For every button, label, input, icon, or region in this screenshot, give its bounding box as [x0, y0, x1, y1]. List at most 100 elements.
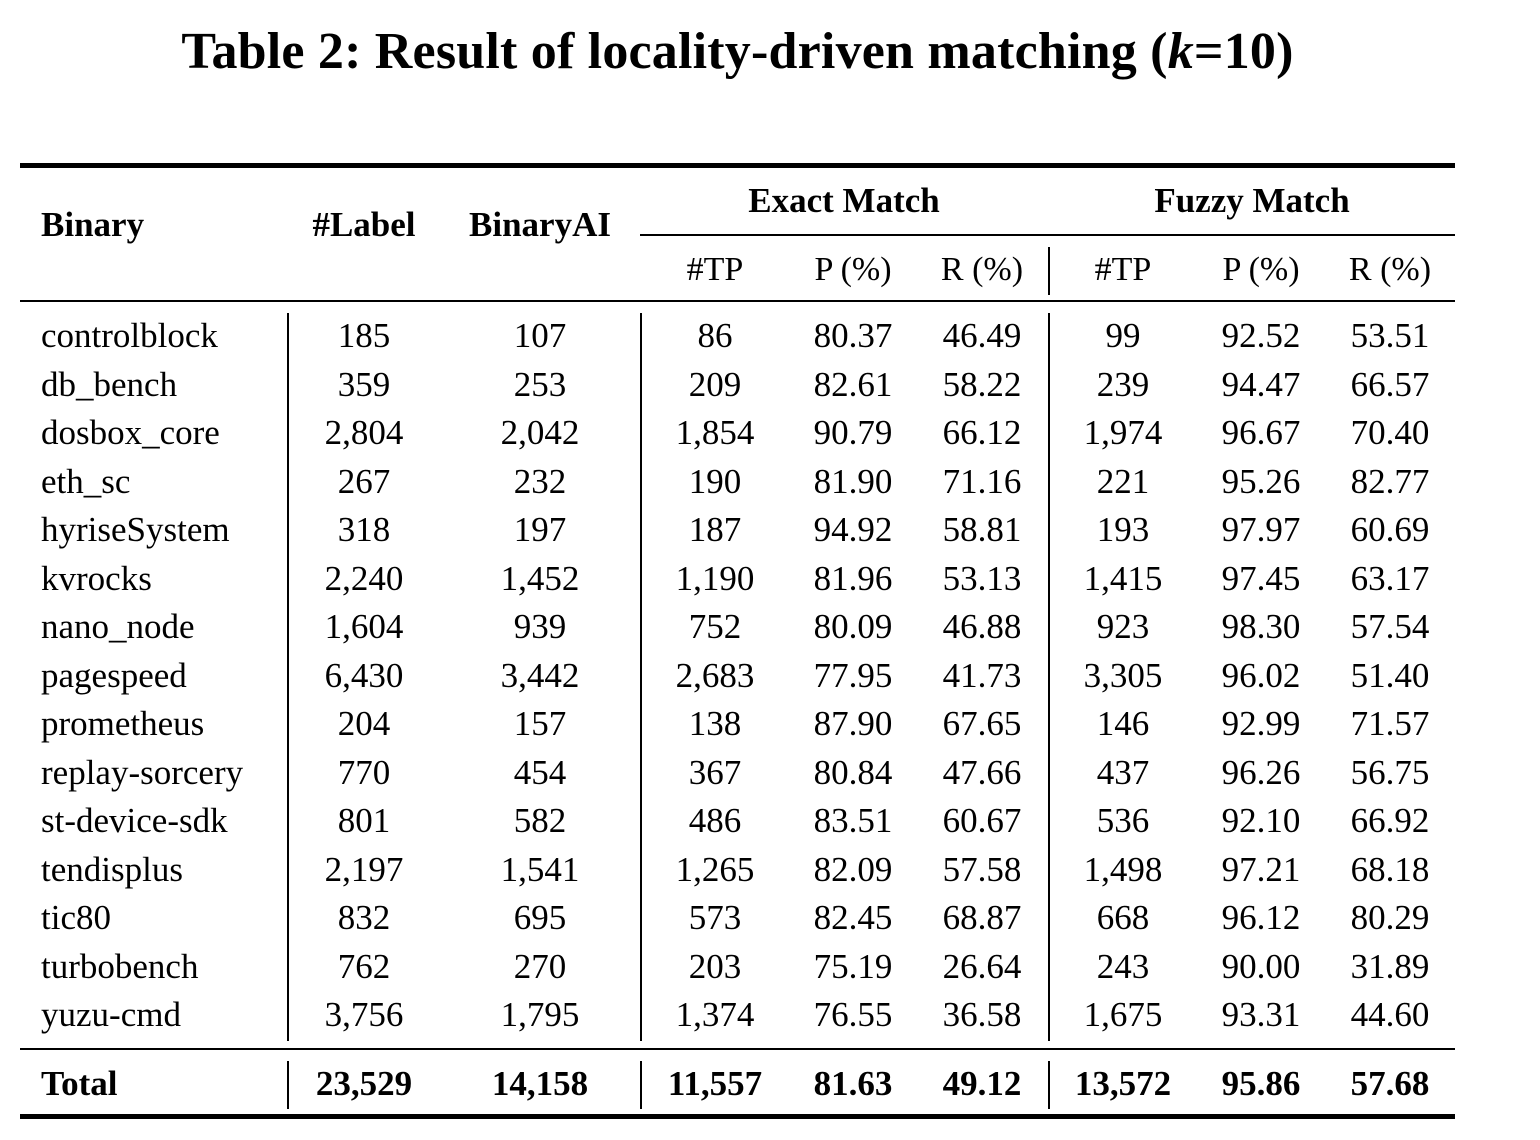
header-fuzzy-match: Fuzzy Match [1154, 181, 1350, 220]
cell-fuzzy-r: 53.51 [1350, 316, 1430, 355]
cell-binaryai: 695 [513, 898, 567, 937]
header-label: #Label [312, 205, 416, 244]
cell-binary: yuzu-cmd [41, 995, 181, 1034]
cell-exact-r: 58.81 [942, 510, 1022, 549]
total-fuzzy-p: 95.86 [1221, 1064, 1301, 1103]
cell-fuzzy-r: 56.75 [1350, 752, 1430, 792]
cell-exact-r: 46.88 [942, 607, 1022, 646]
cell-exact-r: 46.49 [942, 316, 1022, 355]
cell-binary: pagespeed [41, 655, 187, 695]
cell-fuzzy-p: 97.21 [1221, 849, 1301, 889]
cell-exact-r: 57.58 [942, 849, 1022, 889]
cell-fuzzy-tp: 146 [1096, 704, 1150, 743]
cell-label: 762 [337, 946, 391, 986]
cell-binary: nano_node [41, 607, 195, 646]
cell-exact-tp: 1,854 [675, 413, 755, 452]
cell-label: 204 [337, 704, 391, 743]
caption-suffix: =10) [1193, 23, 1294, 80]
cell-fuzzy-p: 96.12 [1221, 898, 1301, 937]
cell-fuzzy-tp: 193 [1096, 510, 1150, 549]
cell-exact-tp: 86 [697, 316, 733, 355]
cell-exact-r: 66.12 [942, 413, 1022, 452]
cell-binaryai: 107 [513, 316, 567, 355]
cell-binary: tendisplus [41, 849, 183, 889]
cell-binary: prometheus [41, 704, 205, 743]
cell-exact-tp: 367 [688, 752, 742, 792]
cell-exact-p: 75.19 [813, 946, 893, 986]
cell-exact-p: 82.09 [813, 849, 893, 889]
cell-fuzzy-p: 92.52 [1221, 316, 1301, 355]
total-vline-3 [1048, 1061, 1050, 1109]
cell-exact-p: 82.45 [813, 898, 893, 937]
cell-exact-tp: 209 [688, 364, 742, 404]
cell-exact-tp: 1,265 [675, 849, 755, 889]
total-fuzzy-tp: 13,572 [1074, 1064, 1172, 1103]
header-rule [20, 300, 1455, 302]
cell-exact-r: 60.67 [942, 801, 1022, 840]
cell-fuzzy-tp: 923 [1096, 607, 1150, 646]
cell-fuzzy-r: 31.89 [1350, 946, 1430, 986]
cell-fuzzy-r: 80.29 [1350, 898, 1430, 937]
total-vline-1 [287, 1061, 289, 1109]
cell-binary: turbobench [41, 946, 199, 986]
cell-exact-p: 90.79 [813, 413, 893, 452]
cell-fuzzy-tp: 1,675 [1083, 995, 1163, 1034]
cell-exact-tp: 1,190 [675, 558, 755, 598]
cell-exact-r: 26.64 [942, 946, 1022, 986]
cell-label: 832 [337, 898, 391, 937]
cell-exact-tp: 486 [688, 801, 742, 840]
cell-exact-tp: 1,374 [675, 995, 755, 1034]
cell-binaryai: 1,452 [500, 558, 580, 598]
cell-binaryai: 582 [513, 801, 567, 840]
total-exact-tp: 11,557 [667, 1064, 763, 1103]
cell-exact-p: 77.95 [813, 655, 893, 695]
cell-fuzzy-p: 97.97 [1221, 510, 1301, 549]
cell-fuzzy-r: 68.18 [1350, 849, 1430, 889]
cell-fuzzy-p: 96.67 [1221, 413, 1301, 452]
cell-exact-p: 94.92 [813, 510, 893, 549]
cell-fuzzy-tp: 99 [1105, 316, 1141, 355]
cell-binaryai: 3,442 [500, 655, 580, 695]
cell-exact-p: 83.51 [813, 801, 893, 840]
cell-exact-p: 87.90 [813, 704, 893, 743]
cell-label: 2,197 [324, 849, 404, 889]
cell-exact-tp: 138 [688, 704, 742, 743]
cell-label: 359 [337, 364, 391, 404]
cell-binary: db_bench [41, 364, 178, 404]
cell-binaryai: 939 [513, 607, 567, 646]
cell-label: 6,430 [324, 655, 404, 695]
header-fuzzy-p: P (%) [1222, 251, 1300, 288]
cell-fuzzy-tp: 243 [1096, 946, 1150, 986]
cell-binary: kvrocks [41, 558, 152, 598]
cell-fuzzy-p: 95.26 [1221, 461, 1301, 501]
total-vline-2 [640, 1061, 642, 1109]
cell-exact-tp: 187 [688, 510, 742, 549]
cell-fuzzy-tp: 221 [1096, 461, 1150, 501]
cell-fuzzy-r: 63.17 [1350, 558, 1430, 598]
cell-exact-p: 81.90 [813, 461, 893, 501]
cell-fuzzy-p: 92.99 [1221, 704, 1301, 743]
cell-label: 801 [337, 801, 391, 840]
body-vline-1 [287, 313, 289, 1041]
header-exact-p: P (%) [814, 251, 892, 288]
cell-binary: tic80 [41, 898, 111, 937]
cell-binaryai: 2,042 [500, 413, 580, 452]
cell-binaryai: 197 [513, 510, 567, 549]
cell-exact-tp: 203 [688, 946, 742, 986]
header-binaryai: BinaryAI [469, 205, 611, 244]
total-binary: Total [41, 1064, 118, 1103]
cell-binaryai: 1,541 [500, 849, 580, 889]
cell-fuzzy-r: 66.92 [1350, 801, 1430, 840]
total-rule [20, 1048, 1455, 1050]
cell-fuzzy-p: 98.30 [1221, 607, 1301, 646]
cell-fuzzy-tp: 437 [1096, 752, 1150, 792]
cell-binaryai: 454 [513, 752, 567, 792]
header-exact-tp: #TP [686, 251, 744, 288]
cell-fuzzy-tp: 3,305 [1083, 655, 1163, 695]
caption-k: k [1167, 23, 1194, 80]
cell-exact-tp: 752 [688, 607, 742, 646]
cell-fuzzy-p: 94.47 [1221, 364, 1301, 404]
cell-fuzzy-r: 66.57 [1350, 364, 1430, 404]
cell-fuzzy-r: 60.69 [1350, 510, 1430, 549]
cell-fuzzy-p: 97.45 [1221, 558, 1301, 598]
